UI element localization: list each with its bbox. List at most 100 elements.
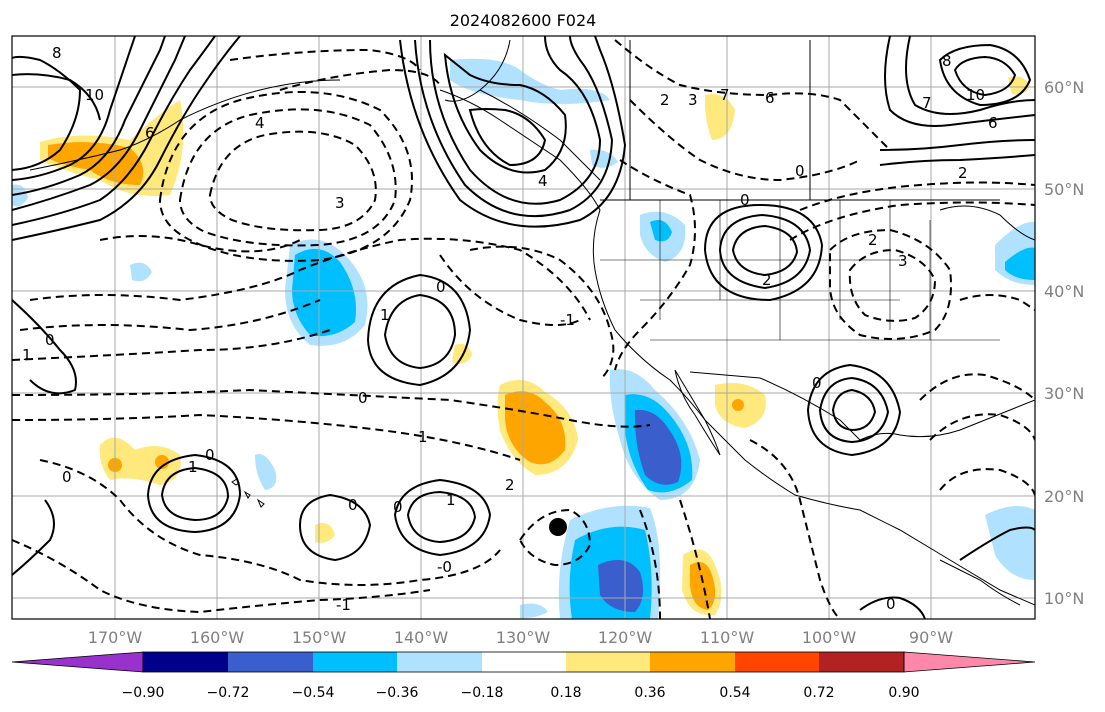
- storm-center-marker: [549, 518, 567, 536]
- subtropical-high: [393, 478, 492, 557]
- contour-label: 10: [966, 86, 985, 104]
- colorbar-tick-label: −0.54: [292, 685, 335, 701]
- colorbar-tick-label: 0.90: [888, 685, 919, 701]
- negative-contour: [29, 237, 591, 321]
- east-canada-coast: [939, 205, 1035, 241]
- negative-contour: [19, 299, 321, 332]
- lat-tick-label: 40°N: [1044, 282, 1084, 301]
- lon-tick-label: 160°W: [190, 628, 245, 647]
- se-contour: [859, 596, 926, 619]
- negative-contour: [629, 99, 861, 182]
- contour-label: 0: [348, 496, 358, 514]
- positive-anomaly-patch: [99, 437, 181, 485]
- colorbar-tick-label: −0.18: [461, 685, 504, 701]
- alaska-ridge: [468, 108, 547, 167]
- colorbar-tick-label: −0.72: [207, 685, 250, 701]
- dashed-contours: [12, 39, 1035, 619]
- colorbar-tick-label: 0.54: [719, 685, 750, 701]
- contour-label: 8: [52, 44, 62, 62]
- contour-label: 3: [898, 252, 908, 270]
- negative-anomaly-patch: [1005, 247, 1035, 280]
- negative-contour: [614, 159, 696, 371]
- alaska-ridge: [399, 36, 627, 228]
- canada-north: [629, 40, 811, 200]
- lat-tick-label: 20°N: [1044, 487, 1084, 506]
- lon-tick-label: 170°W: [88, 628, 143, 647]
- negative-anomaly-patch: [450, 58, 610, 104]
- colorbar-extension-low: [11, 651, 144, 673]
- contour-label: -1: [560, 311, 575, 329]
- positive-anomaly-patch: [505, 391, 566, 465]
- contour-label: 0: [205, 446, 215, 464]
- negative-contour: [469, 245, 615, 381]
- ne-ridge: [879, 154, 1035, 166]
- map-border: [11, 35, 1036, 620]
- colorbar-tick-label: 0.36: [634, 685, 665, 701]
- coastlines: [29, 39, 1035, 606]
- negative-contour: [848, 248, 937, 322]
- colorbar-segment: [228, 652, 313, 672]
- negative-contour: [208, 130, 377, 232]
- us-high: [703, 203, 824, 302]
- mexico-high: [831, 388, 877, 432]
- contour-label: 0: [795, 162, 805, 180]
- contour-label: -0: [437, 558, 452, 576]
- colorbar-tick-labels: −0.90 −0.72 −0.54 −0.36 −0.18 0.18 0.36 …: [122, 685, 920, 701]
- lon-tick-label: 150°W: [292, 628, 347, 647]
- lon-tick-label: 130°W: [496, 628, 551, 647]
- us-high: [731, 224, 799, 277]
- contour-label: 4: [538, 172, 548, 190]
- positive-contour: [12, 36, 216, 226]
- contour-label: 0: [358, 389, 368, 407]
- north-america-coastline: [439, 89, 1035, 606]
- mexico-high: [818, 376, 890, 444]
- pacific-high: [366, 273, 472, 387]
- positive-anomaly-patch: [732, 399, 744, 411]
- contour-label: 2: [505, 476, 515, 494]
- contour-label: 2: [762, 271, 772, 289]
- subtropical-high: [146, 453, 242, 534]
- negative-contour: [279, 68, 441, 91]
- contour-label: 1: [380, 306, 390, 324]
- negative-contour: [939, 468, 1035, 496]
- contour-labels: 8 10 6 4 3 0 1 2 3 6 7 0 2 3 0 1 -1 0 1 …: [22, 44, 998, 614]
- latitude-labels: 60°N 50°N 40°N 30°N 20°N 10°N: [1044, 78, 1084, 608]
- ne-ridge: [879, 139, 1035, 151]
- lat-tick-label: 50°N: [1044, 180, 1084, 199]
- negative-anomaly-patch: [520, 603, 548, 619]
- contour-label: 0: [886, 595, 896, 613]
- positive-contour: [12, 36, 241, 241]
- negative-contour: [158, 91, 413, 262]
- negative-contour: [929, 413, 1035, 441]
- contour-label: 7: [720, 86, 730, 104]
- sw-contour: [12, 499, 55, 576]
- anomaly-shading: [12, 58, 1035, 619]
- west-edge-contour: [12, 299, 77, 395]
- negative-anomaly-patch: [650, 219, 672, 242]
- negative-contour: [614, 39, 891, 151]
- negative-contour: [12, 329, 331, 361]
- ne-ridge: [953, 55, 1017, 97]
- lon-tick-label: 140°W: [394, 628, 449, 647]
- subtropical-high: [160, 466, 230, 522]
- negative-contour: [12, 388, 651, 428]
- contour-label: 3: [335, 194, 345, 212]
- colorbar-segment: [313, 652, 397, 672]
- negative-anomaly-patch: [598, 559, 644, 612]
- negative-contour: [518, 508, 592, 567]
- solid-contours: [12, 36, 1035, 619]
- negative-contour: [679, 499, 711, 619]
- negative-contour: [639, 509, 661, 619]
- colorbar-segment: [397, 652, 482, 672]
- negative-anomaly-patch: [130, 262, 152, 282]
- negative-contour: [749, 439, 841, 619]
- colorbar-segment: [819, 652, 904, 672]
- lon-tick-label: 110°W: [700, 628, 755, 647]
- contour-label: 6: [145, 124, 155, 142]
- contour-label: 2: [868, 231, 878, 249]
- contour-label: 1: [446, 491, 456, 509]
- colorbar: [11, 651, 1036, 673]
- colorbar-segment: [566, 652, 650, 672]
- colorbar-outline: [142, 651, 905, 673]
